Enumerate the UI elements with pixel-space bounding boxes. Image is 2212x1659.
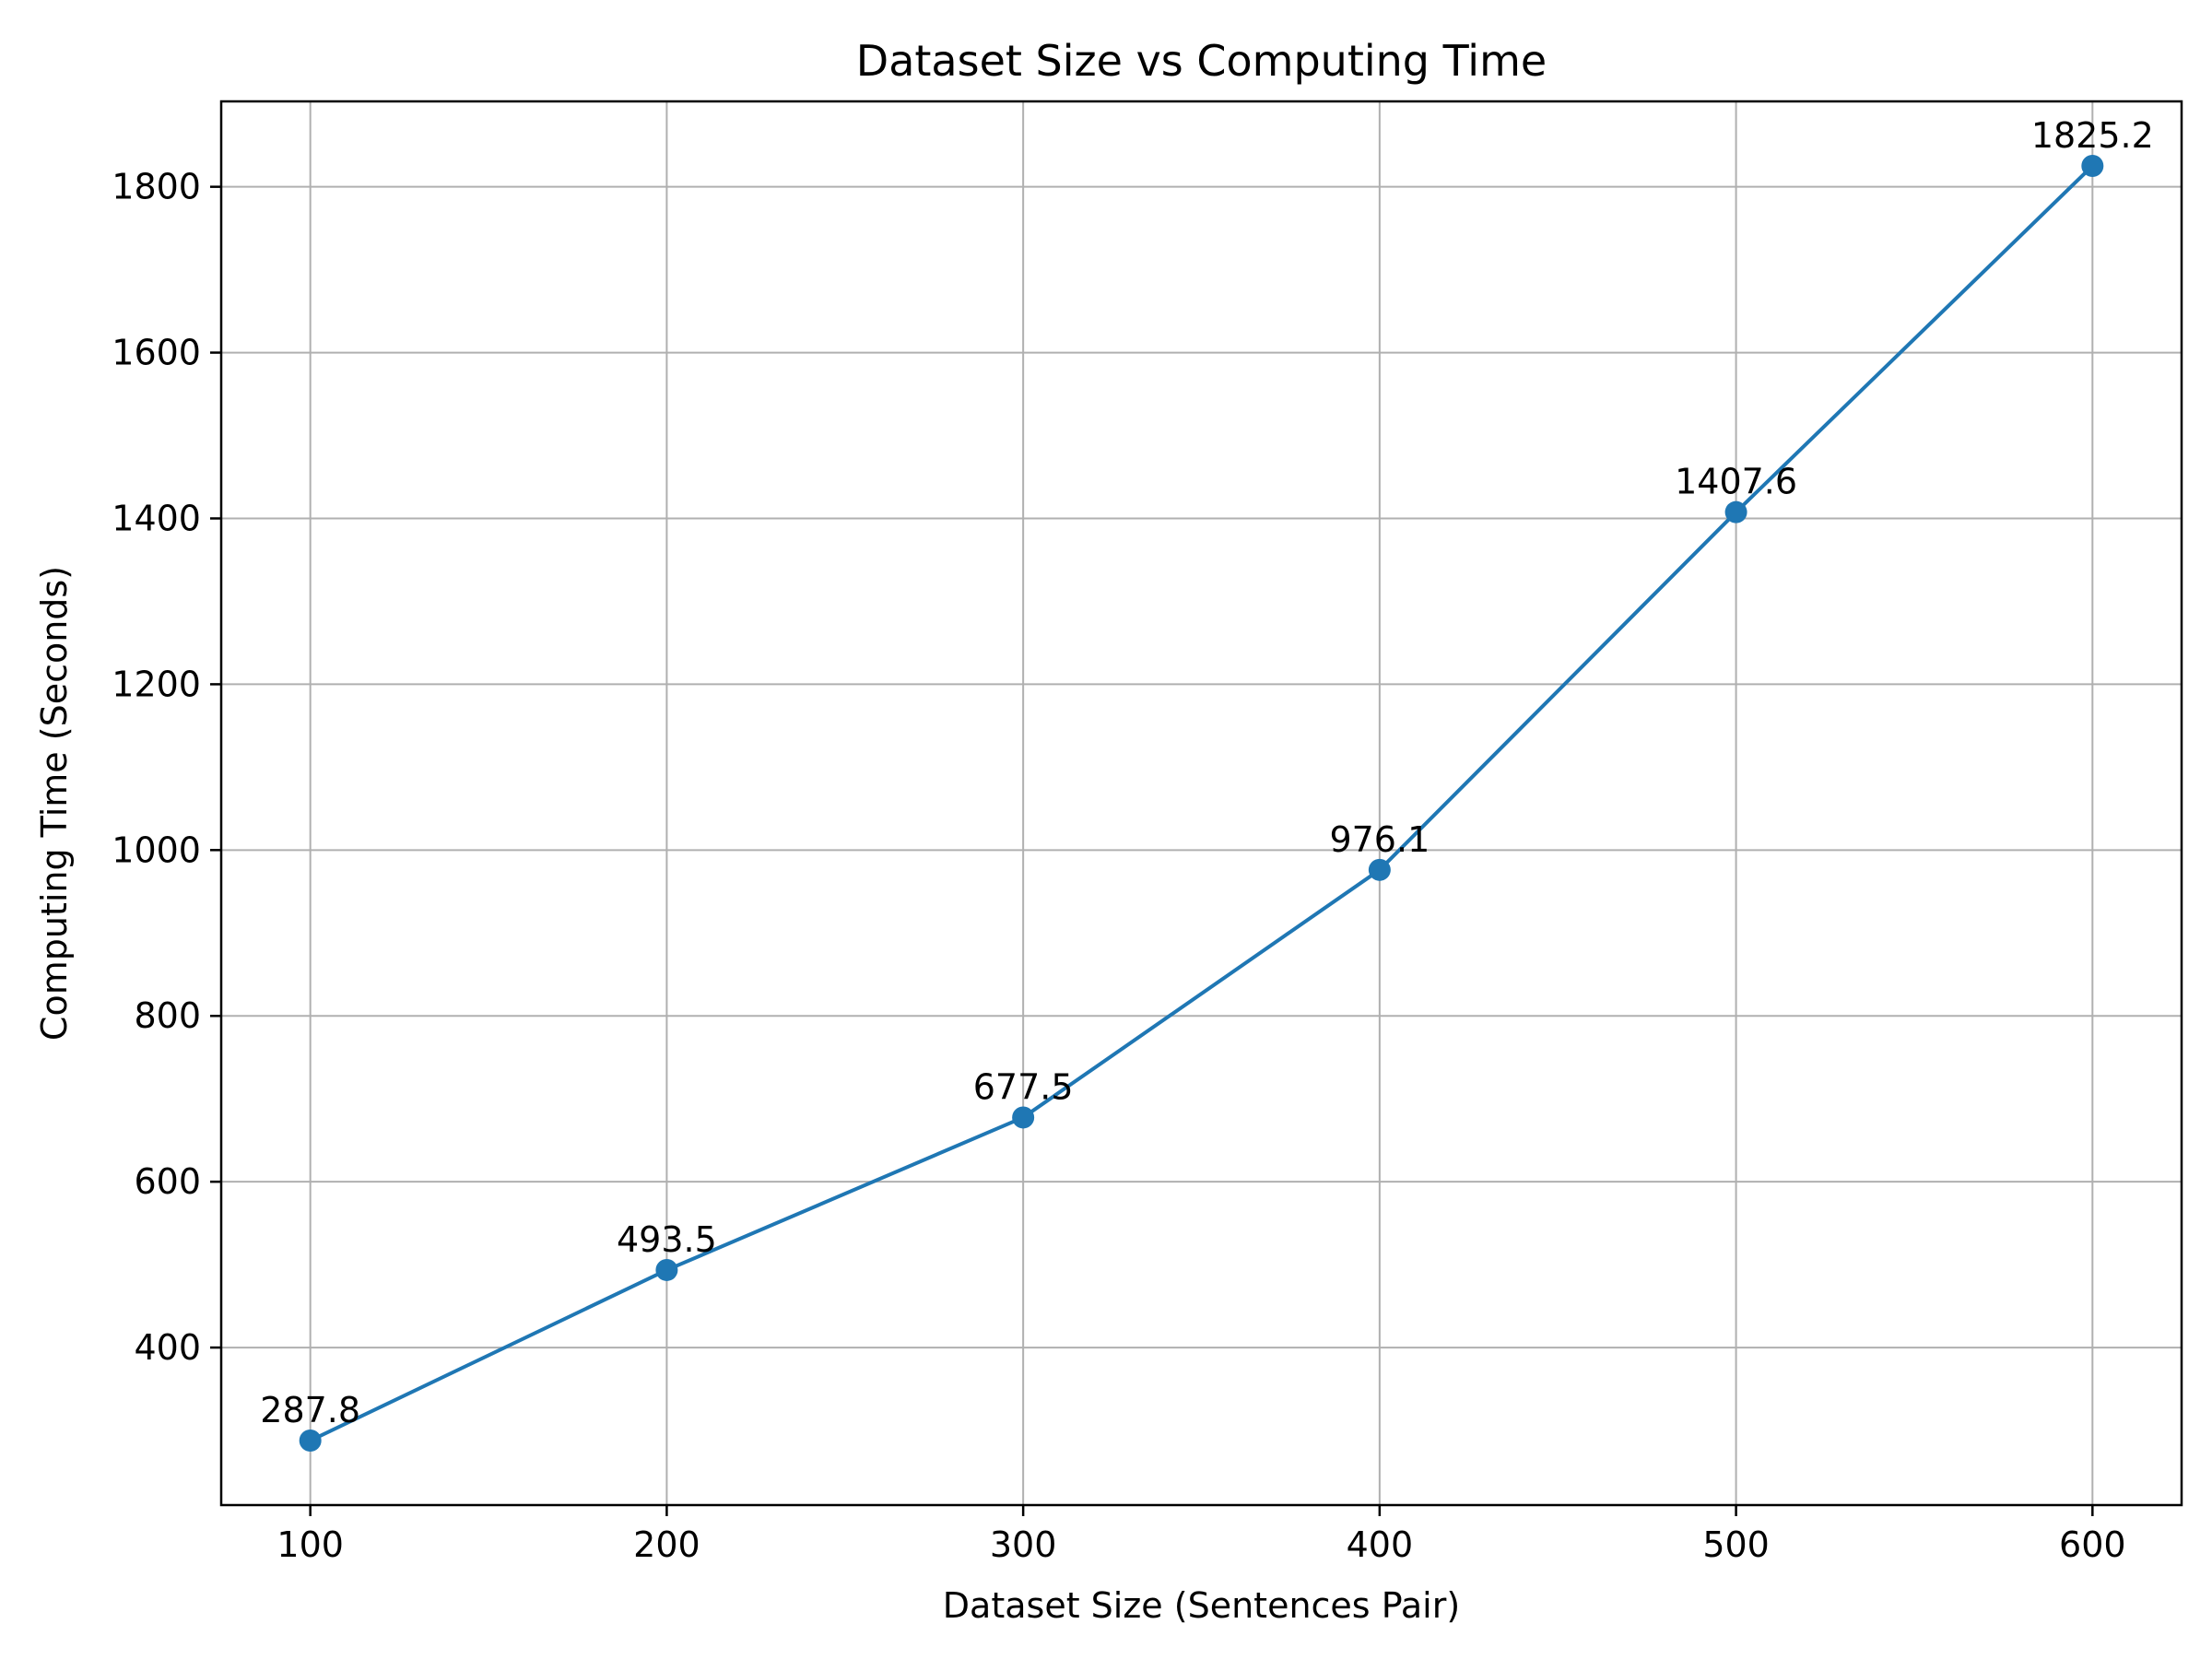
y-tick-label: 800	[134, 995, 201, 1036]
y-tick-label: 1200	[112, 664, 201, 704]
y-tick-label: 1000	[112, 830, 201, 870]
data-label: 677.5	[973, 1066, 1074, 1107]
x-axis-label: Dataset Size (Sentences Pair)	[943, 1585, 1460, 1626]
y-tick-label: 1600	[112, 333, 201, 373]
chart-title: Dataset Size vs Computing Time	[856, 36, 1547, 86]
y-axis-label: Computing Time (Seconds)	[34, 566, 75, 1041]
data-label: 493.5	[617, 1219, 717, 1260]
data-label: 1407.6	[1675, 462, 1797, 502]
x-axis-ticks: 100 200 300 400 500 600	[276, 1505, 2126, 1565]
data-label: 976.1	[1329, 819, 1430, 860]
data-point	[2081, 154, 2104, 177]
grid	[221, 101, 2182, 1505]
x-tick-label: 600	[2059, 1524, 2126, 1565]
plot-frame	[219, 100, 2183, 1507]
y-tick-label: 400	[134, 1327, 201, 1368]
data-point	[1012, 1106, 1035, 1129]
x-tick-label: 100	[276, 1524, 344, 1565]
x-tick-label: 300	[990, 1524, 1057, 1565]
y-axis-ticks: 400 600 800 1000 1200 1400 1600 1800	[112, 167, 221, 1368]
series-layer: 287.8 493.5 677.5 976.1 1407.6 1825.2	[260, 115, 2154, 1453]
data-label: 1825.2	[2031, 115, 2154, 156]
y-tick-label: 600	[134, 1161, 201, 1202]
data-label: 287.8	[260, 1390, 360, 1430]
data-point	[1368, 858, 1391, 881]
x-tick-label: 500	[1702, 1524, 1770, 1565]
x-tick-label: 200	[633, 1524, 700, 1565]
y-tick-label: 1400	[112, 498, 201, 538]
x-tick-label: 400	[1347, 1524, 1414, 1565]
data-point	[655, 1258, 678, 1281]
data-point	[1724, 500, 1747, 524]
y-tick-label: 1800	[112, 167, 201, 207]
series-line	[308, 163, 2095, 1443]
data-point	[299, 1430, 322, 1453]
